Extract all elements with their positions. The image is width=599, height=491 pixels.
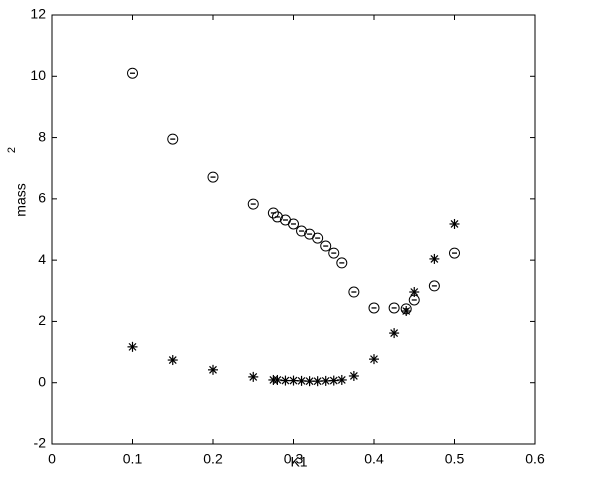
x-tick-label: 0.6 — [525, 451, 545, 467]
point — [449, 218, 460, 229]
point — [328, 375, 339, 386]
marker-circle — [296, 225, 308, 237]
x-tick-label: 0.1 — [123, 451, 143, 467]
marker-circle — [336, 257, 348, 269]
marker-stroke — [410, 288, 419, 296]
point — [167, 133, 179, 145]
point — [401, 306, 412, 317]
point — [288, 218, 299, 230]
marker-stroke — [305, 377, 314, 386]
x-tick-label: 0.5 — [445, 451, 465, 467]
marker-stroke — [329, 376, 338, 385]
marker-circle — [127, 67, 138, 79]
point — [449, 247, 460, 259]
marker-stroke — [209, 365, 217, 374]
marker-stroke — [370, 355, 378, 364]
marker-stroke — [297, 376, 306, 385]
point — [348, 370, 359, 381]
point — [336, 257, 348, 269]
marker-stroke — [321, 376, 330, 385]
x-tick-label: 0 — [48, 451, 56, 467]
y-tick-label: 8 — [38, 128, 46, 144]
marker-stroke — [430, 254, 439, 263]
point — [336, 374, 347, 385]
x-axis-label: K1 — [290, 454, 307, 470]
point — [247, 198, 259, 210]
marker-stroke — [390, 329, 399, 337]
marker-stroke — [128, 342, 137, 351]
point — [320, 240, 332, 252]
marker-stroke — [450, 220, 459, 228]
point — [409, 287, 420, 298]
marker-circle — [267, 207, 279, 219]
point — [388, 302, 400, 314]
marker-circle — [328, 247, 340, 259]
marker-circle — [312, 232, 324, 244]
y-tick-label: 4 — [38, 251, 46, 267]
point — [369, 354, 379, 365]
marker-stroke — [168, 356, 177, 364]
y-axis-label-exponent: 2 — [6, 147, 18, 153]
point — [328, 247, 340, 259]
marker-stroke — [313, 377, 322, 386]
marker-circle — [288, 218, 299, 230]
point — [280, 375, 291, 386]
y-tick-label: 2 — [38, 312, 46, 328]
marker-circle — [428, 280, 440, 292]
marker-stroke — [337, 376, 346, 384]
y-tick-label: -2 — [34, 435, 47, 451]
point — [271, 211, 283, 223]
marker-circle — [348, 286, 360, 298]
marker-circle — [271, 211, 283, 223]
point — [312, 376, 323, 387]
point — [368, 302, 380, 314]
point — [296, 225, 308, 237]
point — [428, 280, 440, 292]
point — [127, 67, 138, 79]
point — [207, 171, 219, 183]
marker-stroke — [349, 372, 358, 380]
point — [272, 374, 283, 385]
marker-stroke — [289, 376, 298, 385]
y-tick-label: 6 — [38, 190, 46, 206]
point — [167, 355, 178, 366]
marker-circle — [167, 133, 179, 145]
marker-stroke — [402, 307, 411, 315]
marker-stroke — [281, 376, 290, 385]
point — [208, 364, 218, 375]
point — [127, 341, 138, 352]
marker-circle — [388, 302, 400, 314]
point — [389, 328, 400, 339]
point — [312, 232, 324, 244]
marker-stroke — [273, 376, 282, 384]
point — [348, 286, 360, 298]
x-tick-label: 0.4 — [364, 451, 384, 467]
point — [429, 253, 440, 264]
y-tick-label: 10 — [30, 67, 46, 83]
x-tick-label: 0.3 — [284, 451, 304, 467]
marker-circle — [320, 240, 332, 252]
point — [248, 371, 259, 382]
marker-circle — [207, 171, 219, 183]
y-tick-label: 0 — [38, 373, 46, 389]
marker-circle — [247, 198, 259, 210]
x-tick-label: 0.2 — [203, 451, 223, 467]
y-tick-label: 12 — [30, 6, 46, 22]
marker-circle — [449, 247, 460, 259]
marker-circle — [368, 302, 380, 314]
y-axis-label: mass — [13, 183, 29, 216]
marker-stroke — [249, 372, 258, 381]
